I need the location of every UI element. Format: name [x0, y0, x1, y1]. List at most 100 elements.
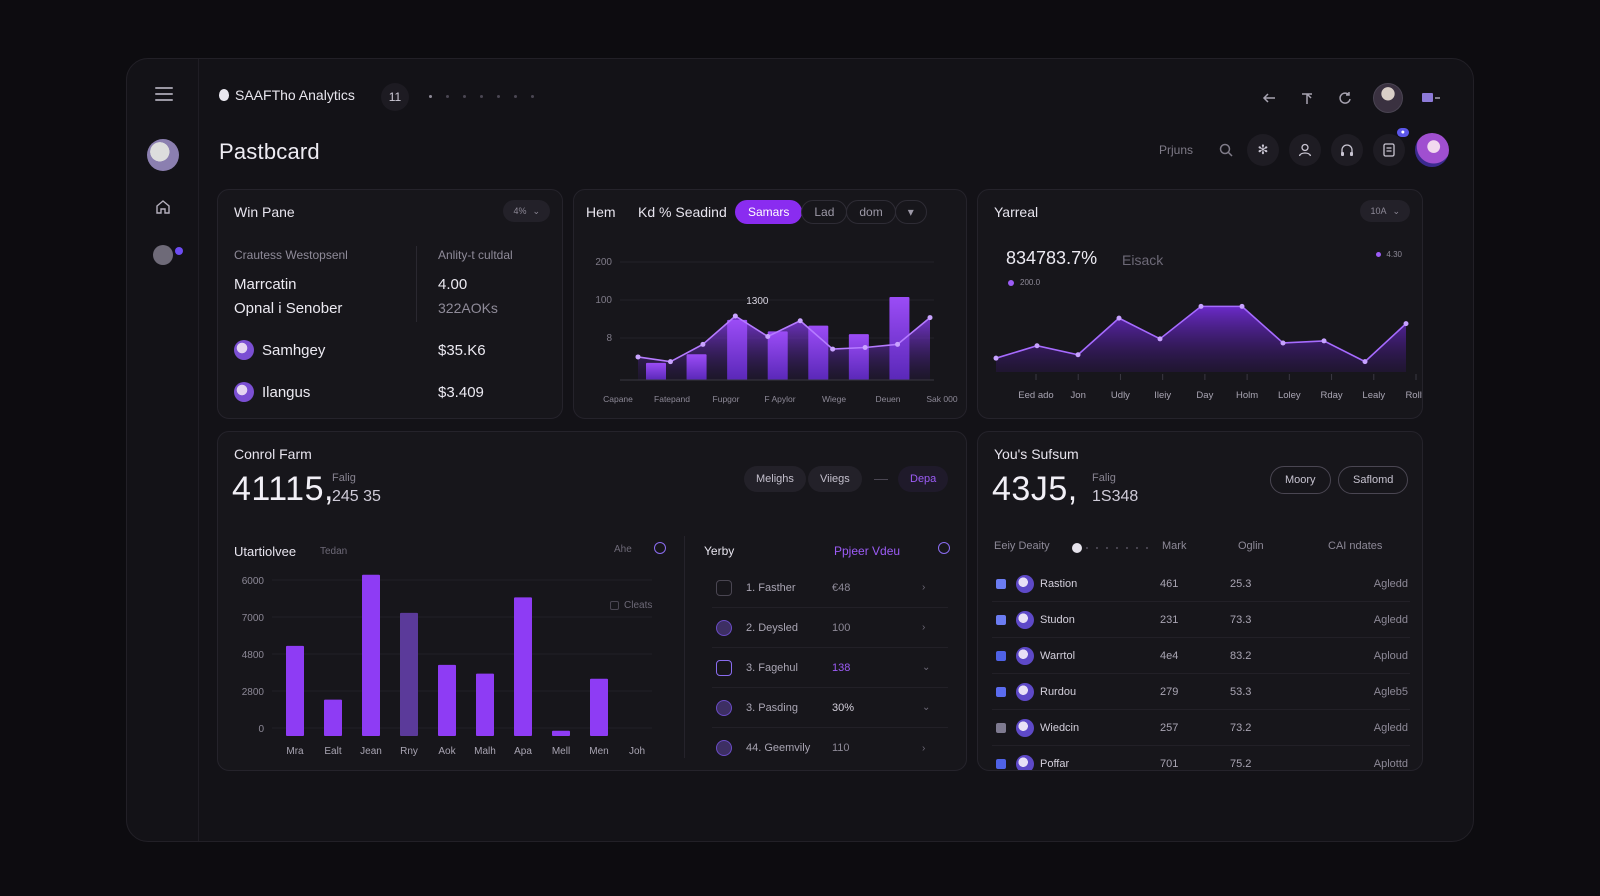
brand[interactable]: SAAFTho Analytics [219, 87, 355, 103]
bar [286, 645, 304, 736]
tab-depa[interactable]: Depa [898, 466, 949, 492]
row-value: $35.K6 [438, 342, 486, 359]
slider-handle[interactable] [1072, 543, 1082, 553]
tab-lad[interactable]: Lad [801, 200, 848, 224]
moory-button[interactable]: Moory [1270, 466, 1331, 494]
bar [686, 354, 707, 380]
list-item[interactable]: 2. Deysled 100 › [712, 608, 948, 648]
chart-legend: Cleats [610, 600, 652, 611]
x-tick-label: F Apylor [764, 394, 795, 404]
kpi-value: 41115, [232, 470, 334, 508]
bar [808, 325, 829, 380]
row-color-swatch[interactable] [996, 650, 1006, 661]
settings-button[interactable]: ✻ [1247, 134, 1279, 166]
user-avatar[interactable] [1373, 83, 1403, 113]
status-dot [175, 247, 183, 255]
refresh-icon[interactable] [1335, 88, 1355, 108]
density-slider[interactable] [1072, 543, 1152, 553]
yarreal-area-chart: Eed ado Jon Udly Ileiy Day Holm Loley Rday Lealy… [993, 303, 1422, 401]
document-icon [1383, 143, 1395, 157]
compass-icon[interactable] [654, 542, 666, 554]
list-links[interactable]: Ppjeer Vdeu [834, 544, 901, 558]
y-tick-label: 6000 [242, 576, 265, 587]
top-actions [1259, 83, 1441, 113]
tab-samars[interactable]: Samars [735, 200, 803, 224]
avatar [234, 340, 254, 360]
table-row[interactable]: Rurdou 279 53.3 Agleb5 [992, 674, 1410, 710]
checkbox-icon[interactable] [716, 579, 732, 596]
tab-dom[interactable]: dom [846, 200, 896, 224]
card-title: You's Sufsum [994, 446, 1079, 462]
edit-icon[interactable] [938, 542, 950, 554]
user-icon[interactable] [153, 245, 173, 265]
notes-button[interactable]: ● [1373, 128, 1409, 166]
legend-label: 200.0 [1020, 278, 1041, 287]
row-color-swatch[interactable] [996, 578, 1006, 589]
list-item[interactable]: 3. Pasding 30% ⌄ [712, 688, 948, 728]
x-tick-label: Rny [400, 746, 418, 757]
chevron-down-icon: ⌄ [532, 205, 540, 216]
bar [400, 612, 418, 736]
chevron-down-icon[interactable]: ⌄ [922, 702, 931, 713]
checkbox-icon[interactable] [716, 659, 732, 676]
bar [552, 730, 570, 736]
row-color-swatch[interactable] [996, 614, 1006, 625]
x-tick-label: Mell [552, 746, 570, 757]
row-color-swatch[interactable] [996, 722, 1006, 733]
bar [727, 319, 748, 380]
chevron-down-icon[interactable]: ⌄ [922, 662, 931, 673]
menu-icon[interactable] [155, 87, 173, 101]
saflomd-button[interactable]: Saflomd [1338, 466, 1409, 494]
y-tick-label: 7000 [242, 613, 265, 624]
table-row[interactable]: Rastion 461 25.3 Agledd [992, 566, 1410, 602]
row-label: Opnal i Senober [234, 300, 343, 317]
pin-icon[interactable] [1297, 88, 1317, 108]
audio-button[interactable] [1331, 134, 1363, 166]
line-point [830, 346, 836, 352]
bar [324, 699, 342, 736]
kpi-value: 43J5, [992, 470, 1078, 508]
subpanel-tag[interactable]: Ahe [614, 544, 632, 555]
table-row[interactable]: Studon 231 73.3 Agledd [992, 602, 1410, 638]
person-icon [1298, 143, 1312, 157]
row-color-swatch[interactable] [996, 759, 1006, 769]
list-item[interactable]: 44. Geemvily 110 › [712, 728, 948, 768]
row-color-swatch[interactable] [996, 686, 1006, 697]
table-row[interactable]: Poffar 701 75.2 Aplottd [992, 746, 1410, 770]
bar [848, 334, 869, 380]
tab-viiegs[interactable]: Viiegs [808, 466, 862, 492]
period-select[interactable]: 10A ⌄ [1360, 200, 1410, 222]
x-tick-label: Men [589, 746, 608, 757]
yarreal-card: Yarreal 10A ⌄ 834783.7% Eisack 200.0 4.30… [977, 189, 1423, 419]
line-point [732, 313, 738, 319]
back-arrow-icon[interactable] [1259, 88, 1279, 108]
gear-icon: ✻ [1257, 142, 1269, 157]
notification-count[interactable]: 11 [381, 83, 409, 111]
account-avatar[interactable] [1415, 133, 1449, 167]
list-title: Yerby [704, 544, 735, 558]
profile-button[interactable] [1289, 134, 1321, 166]
hem-chart: 200 100 8 1300 Capane Fatepand Fupgor F Apylor W… [595, 257, 958, 404]
list-item[interactable]: 1. Fasther €48 › [712, 568, 948, 608]
bar [514, 597, 532, 736]
search-icon[interactable] [1215, 139, 1237, 161]
table-row[interactable]: Warrtol 4e4 83.2 Aploud [992, 638, 1410, 674]
home-icon[interactable] [155, 199, 171, 215]
column-header: Mark [1162, 540, 1187, 552]
avatar [1016, 610, 1034, 629]
subpanel-subtitle: Tedan [320, 546, 348, 557]
tab-more[interactable]: ▾ [894, 200, 927, 224]
tab-melighs[interactable]: Melighs [744, 466, 806, 492]
line-point [1362, 359, 1368, 365]
list-item[interactable]: 3. Fagehul 138 ⌄ [712, 648, 948, 688]
flag-icon[interactable] [1421, 88, 1441, 108]
table-row[interactable]: Wiedcin 257 73.2 Agledd [992, 710, 1410, 746]
x-tick-label: Jon [1071, 390, 1086, 401]
workspace-avatar[interactable] [147, 139, 179, 171]
search-hint[interactable]: Prjuns [1158, 143, 1193, 157]
column-header: Oglin [1238, 540, 1264, 552]
period-select[interactable]: 4% ⌄ [503, 200, 550, 222]
column-header: CAI ndates [1328, 540, 1383, 552]
row-value: 4.00 [438, 276, 468, 293]
line-point [1239, 303, 1245, 309]
